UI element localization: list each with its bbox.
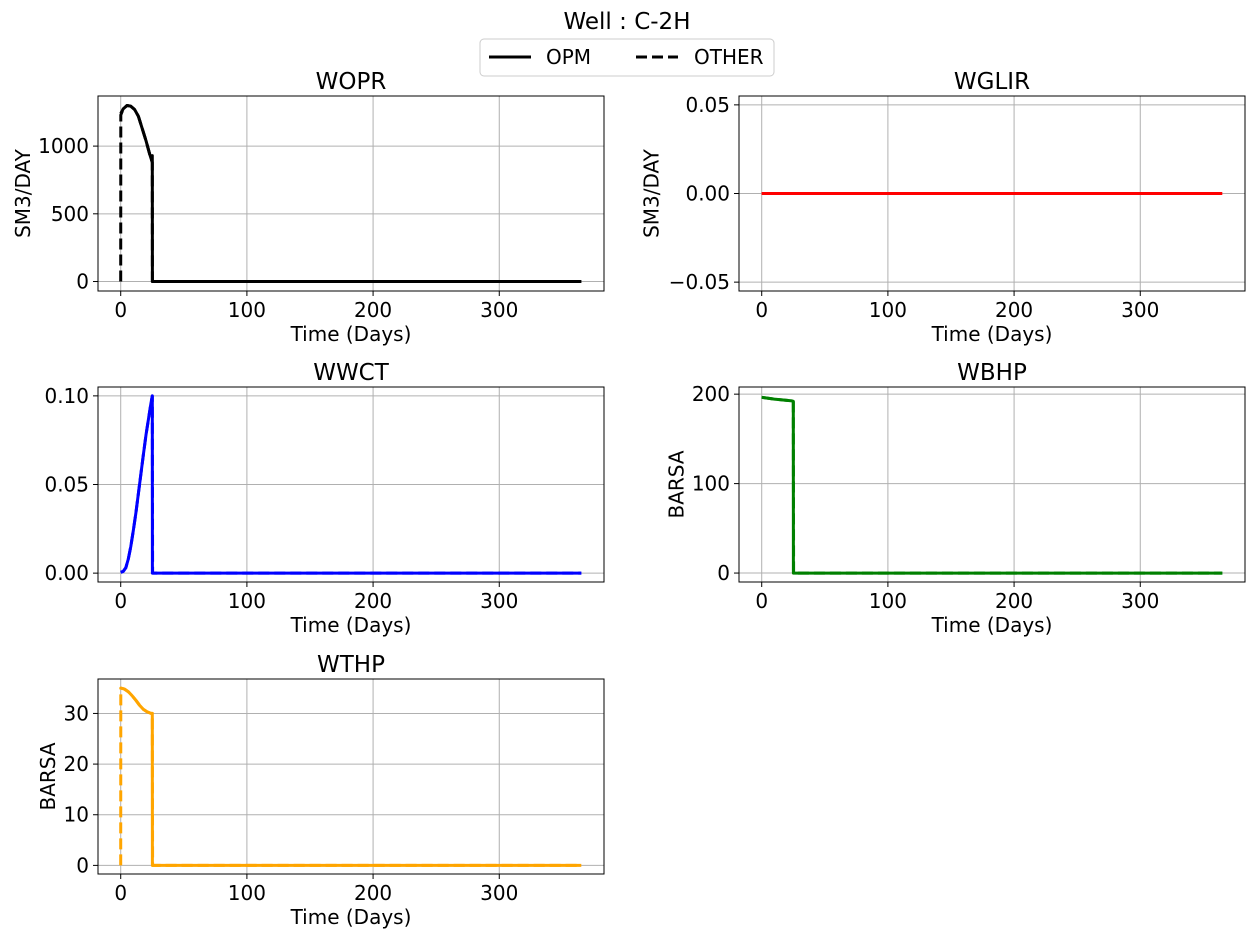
plot-area-wbhp: [739, 387, 1245, 582]
x-tick-label: 100: [228, 298, 266, 322]
y-tick-label: 10: [64, 803, 89, 827]
x-tick-label: 0: [755, 589, 768, 613]
x-tick-label: 300: [480, 589, 518, 613]
subplot-title: WGLIR: [954, 69, 1030, 95]
axes-frame: [738, 386, 1246, 583]
y-tick-label: 0.05: [685, 93, 730, 117]
axes-frame: [97, 95, 605, 292]
x-tick-label: 200: [354, 881, 392, 905]
y-tick-label: 0: [717, 561, 730, 585]
y-axis-label: SM3/DAY: [640, 148, 664, 238]
x-axis-label: Time (Days): [290, 613, 412, 637]
series-line-other: [119, 104, 582, 283]
y-axis-label: SM3/DAY: [11, 148, 35, 238]
legend-label-opm: OPM: [546, 45, 591, 69]
subplot-title: WTHP: [317, 652, 385, 678]
subplot-wbhp: 0 100 200 300 0 100 200 WBHP Time (Days) BARSA: [665, 360, 1246, 637]
series-line-other: [119, 686, 582, 867]
subplot-title: WWCT: [313, 360, 390, 386]
subplot-title: WBHP: [957, 360, 1027, 386]
figure-suptitle: Well : C-2H: [564, 9, 691, 35]
y-tick-label: 100: [692, 472, 730, 496]
y-tick-label: 0: [76, 853, 89, 877]
x-tick-label: 200: [995, 298, 1033, 322]
y-tick-label: 20: [64, 752, 89, 776]
subplot-wopr: 0 100 200 300 0 500 1000 WOPR Time (Days) SM3/DAY: [11, 69, 605, 346]
y-tick-label: 0.00: [44, 561, 89, 585]
x-tick-label: 0: [114, 589, 127, 613]
x-tick-label: 200: [995, 589, 1033, 613]
x-axis-label: Time (Days): [931, 322, 1053, 346]
subplot-wwct: 0 100 200 300 0.00 0.05 0.10 WWCT Time (Days): [44, 360, 605, 637]
x-tick-label: 100: [869, 298, 907, 322]
plot-area-wthp: [98, 679, 604, 874]
x-tick-label: 0: [114, 298, 127, 322]
y-tick-label: −0.05: [669, 270, 730, 294]
subplot-wglir: 0 100 200 300 −0.05 0.00 0.05 WGLIR Time (Days) S…: [640, 69, 1246, 346]
y-tick-label: 0: [76, 270, 89, 294]
x-tick-label: 100: [228, 881, 266, 905]
x-axis-label: Time (Days): [931, 613, 1053, 637]
x-tick-label: 300: [480, 881, 518, 905]
plot-area-wopr: [98, 96, 604, 291]
y-tick-label: 500: [51, 202, 89, 226]
figure-legend: OPM OTHER: [479, 38, 775, 77]
x-tick-label: 300: [1121, 589, 1159, 613]
y-axis-label: BARSA: [665, 450, 689, 518]
subplot-title: WOPR: [316, 69, 387, 95]
y-tick-label: 200: [692, 382, 730, 406]
y-axis-label: BARSA: [36, 742, 60, 810]
x-tick-label: 100: [869, 589, 907, 613]
x-tick-label: 200: [354, 589, 392, 613]
subplot-wthp: 0 100 200 300 0 10 20 30 WTHP Time (Days) BARSA: [36, 652, 605, 929]
x-axis-label: Time (Days): [290, 905, 412, 929]
series-line-other: [120, 394, 582, 575]
y-tick-label: 0.00: [685, 182, 730, 206]
x-tick-label: 0: [114, 881, 127, 905]
x-tick-label: 0: [755, 298, 768, 322]
x-tick-label: 300: [1121, 298, 1159, 322]
y-tick-label: 0.05: [44, 473, 89, 497]
x-tick-label: 200: [354, 298, 392, 322]
legend-label-other: OTHER: [694, 45, 764, 69]
y-tick-label: 0.10: [44, 384, 89, 408]
series-line-opm: [761, 395, 1223, 575]
x-axis-label: Time (Days): [290, 322, 412, 346]
y-tick-label: 30: [64, 701, 89, 725]
x-tick-label: 100: [228, 589, 266, 613]
legend-frame: [479, 38, 775, 77]
x-tick-label: 300: [480, 298, 518, 322]
axes-frame: [97, 678, 605, 875]
y-tick-label: 1000: [38, 134, 89, 158]
